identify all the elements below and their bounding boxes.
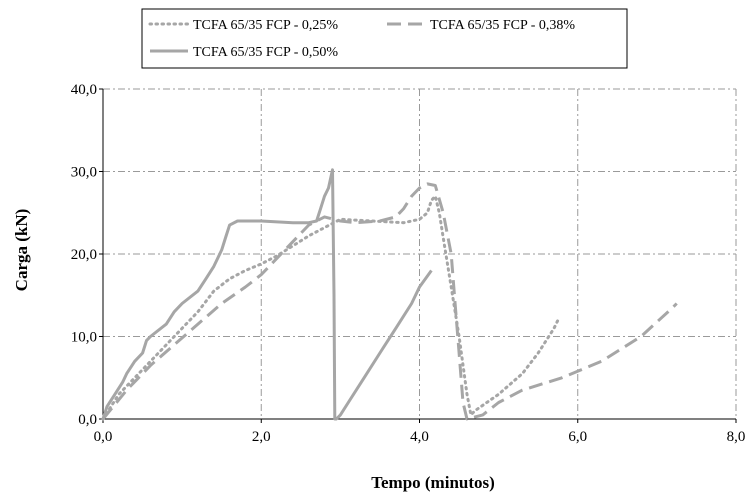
series-line-1	[103, 196, 558, 419]
y-tick-label: 0,0	[78, 412, 97, 428]
x-tick-label: 8,0	[727, 429, 746, 445]
y-tick-label: 40,0	[71, 82, 97, 98]
y-tick-label: 10,0	[71, 330, 97, 346]
axes	[99, 89, 736, 423]
x-tick-label: 6,0	[568, 429, 587, 445]
series-line-3	[103, 170, 431, 419]
tick-labels: 0,0 2,0 4,0 6,0 8,0 0,0 10,0 20,0 30,0 40,0	[71, 82, 746, 445]
x-axis-title: Tempo (minutos)	[371, 473, 495, 492]
legend-label-3: TCFA 65/35 FCP - 0,50%	[193, 45, 338, 60]
series-lines	[103, 170, 677, 419]
series-line-2	[103, 184, 677, 419]
legend-label-1: TCFA 65/35 FCP - 0,25%	[193, 18, 338, 33]
legend: TCFA 65/35 FCP - 0,25% TCFA 65/35 FCP - 0…	[142, 9, 627, 68]
y-tick-label: 20,0	[71, 247, 97, 263]
x-tick-label: 2,0	[252, 429, 271, 445]
y-tick-label: 30,0	[71, 165, 97, 181]
legend-label-2: TCFA 65/35 FCP - 0,38%	[430, 18, 575, 33]
x-tick-label: 0,0	[94, 429, 113, 445]
x-tick-label: 4,0	[410, 429, 429, 445]
grid	[103, 89, 736, 419]
y-axis-title: Carga (kN)	[12, 209, 31, 292]
